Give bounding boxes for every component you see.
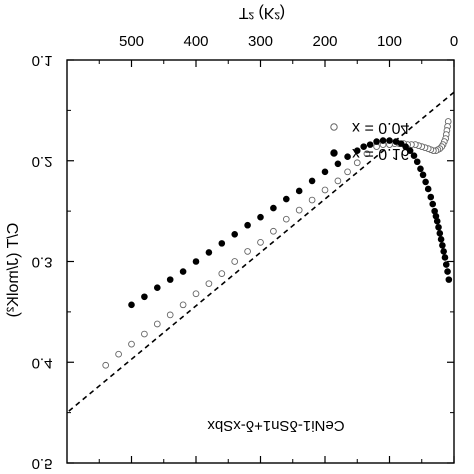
data-point-x004 <box>192 290 200 298</box>
data-point-x016 <box>431 207 438 215</box>
data-point-x016 <box>353 147 361 154</box>
series-layer <box>102 118 453 369</box>
data-point-x016 <box>444 268 451 275</box>
axes-layer <box>66 59 455 464</box>
data-point-x004 <box>270 227 277 235</box>
legend-marker <box>330 123 338 131</box>
data-point-x004 <box>115 350 122 358</box>
data-point-x004 <box>257 239 264 246</box>
data-point-x016 <box>334 160 342 168</box>
data-point-x004 <box>179 301 187 309</box>
data-point-x004 <box>295 206 303 214</box>
data-point-x004 <box>205 280 213 288</box>
data-point-x016 <box>419 171 427 179</box>
data-point-x004 <box>244 248 251 255</box>
data-point-x004 <box>282 215 290 223</box>
data-point-x016 <box>166 276 174 283</box>
data-point-x016 <box>257 213 264 221</box>
data-point-x016 <box>429 200 437 208</box>
data-point-x016 <box>128 301 135 309</box>
data-point-x016 <box>422 178 429 186</box>
y-axis-title: C/T (J/molK²) <box>5 223 22 318</box>
data-point-x016 <box>445 276 453 283</box>
data-point-x016 <box>282 195 290 203</box>
data-point-x016 <box>406 147 414 154</box>
data-point-x016 <box>417 165 424 173</box>
data-point-x004 <box>153 320 161 328</box>
data-point-x004 <box>344 168 351 176</box>
data-point-x016 <box>154 284 161 291</box>
data-point-x016 <box>436 229 444 237</box>
data-point-x004 <box>128 340 135 348</box>
data-point-x004 <box>334 177 342 185</box>
data-point-x016 <box>344 153 351 161</box>
data-point-x016 <box>392 138 400 145</box>
x-tick-label: 100 <box>377 33 402 50</box>
data-point-x016 <box>410 152 418 160</box>
data-point-x016 <box>439 242 446 249</box>
data-point-x004 <box>218 270 226 277</box>
y-tick-label: 0.5 <box>32 455 53 472</box>
x-tick-label: 200 <box>312 33 337 50</box>
data-point-x016 <box>427 193 435 201</box>
data-point-x016 <box>205 249 213 256</box>
labels-layer: 0 100 200 300 400 500 0.1 0.2 0.3 0.4 0.5 T² (K²) C/… <box>5 4 458 472</box>
y-tick-label: 0.2 <box>32 153 53 170</box>
data-point-x004 <box>363 150 371 158</box>
data-point-x016 <box>435 223 442 231</box>
data-point-x016 <box>437 236 445 243</box>
data-point-x016 <box>308 177 316 185</box>
data-point-x016 <box>244 221 251 229</box>
x-axis-title: T² (K²) <box>239 4 285 21</box>
data-point-x004 <box>231 258 239 265</box>
data-point-x016 <box>360 143 368 150</box>
data-point-x016 <box>231 230 239 238</box>
data-point-x004 <box>308 196 316 204</box>
y-tick-label: 0.1 <box>32 52 53 69</box>
data-point-x016 <box>440 248 447 255</box>
legend-label: x = 0.04 <box>352 119 409 136</box>
data-point-x004 <box>321 186 329 194</box>
data-point-x016 <box>218 240 226 247</box>
data-point-x016 <box>402 143 409 150</box>
data-point-x004 <box>141 330 148 338</box>
compound-annotation: CeNi1-δSn1+δ-xSbx <box>207 417 345 434</box>
data-point-x016 <box>192 258 200 265</box>
data-point-x016 <box>270 204 277 212</box>
data-point-x016 <box>321 168 329 176</box>
legend-label: x = 0.16 <box>352 145 409 162</box>
data-point-x016 <box>295 187 303 195</box>
data-point-x016 <box>179 268 187 275</box>
legend-marker <box>330 149 338 157</box>
data-point-x016 <box>141 293 148 301</box>
data-point-x016 <box>366 141 374 148</box>
data-point-x016 <box>424 185 432 193</box>
x-tick-label: 400 <box>183 33 208 50</box>
x-tick-label: 500 <box>119 33 144 50</box>
data-point-x004 <box>353 159 361 167</box>
data-point-x016 <box>373 138 380 145</box>
x-tick-label: 0 <box>450 33 458 50</box>
data-point-x016 <box>441 254 449 261</box>
y-tick-label: 0.4 <box>32 354 53 371</box>
data-point-x016 <box>386 137 393 144</box>
data-point-x004 <box>102 361 110 369</box>
x-tick-label: 300 <box>248 33 273 50</box>
data-point-x016 <box>379 137 387 144</box>
data-point-x004 <box>166 311 174 319</box>
y-tick-label: 0.3 <box>32 254 53 271</box>
data-point-x016 <box>413 158 421 166</box>
data-point-x016 <box>442 261 450 268</box>
